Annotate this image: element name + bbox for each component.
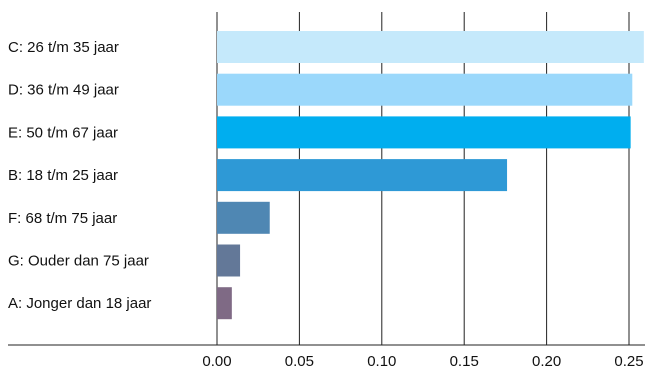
category-label: D: 36 t/m 49 jaar (8, 82, 119, 99)
bar (217, 31, 644, 63)
category-label: A: Jonger dan 18 jaar (8, 295, 151, 312)
bar (217, 201, 270, 234)
bar (217, 73, 633, 106)
category-label: B: 18 t/m 25 jaar (8, 167, 118, 184)
category-labels: C: 26 t/m 35 jaar D: 36 t/m 49 jaar E: 50 … (8, 39, 151, 312)
bar (217, 287, 232, 320)
x-tick-label: 0.20 (532, 353, 561, 370)
category-label: G: Ouder dan 75 jaar (8, 253, 149, 270)
x-tick-label: 0.25 (614, 353, 643, 370)
bar (217, 244, 241, 277)
x-tick-labels: 0.00 0.05 0.10 0.15 0.20 0.25 (202, 353, 643, 370)
category-label: F: 68 t/m 75 jaar (8, 210, 117, 227)
category-label: C: 26 t/m 35 jaar (8, 39, 119, 56)
x-tick-label: 0.00 (202, 353, 231, 370)
x-tick-label: 0.15 (450, 353, 479, 370)
x-tick-label: 0.10 (367, 353, 396, 370)
bars (217, 31, 644, 320)
x-tick-label: 0.05 (285, 353, 314, 370)
category-label: E: 50 t/m 67 jaar (8, 124, 118, 141)
bar (217, 116, 631, 149)
bar (217, 159, 508, 192)
